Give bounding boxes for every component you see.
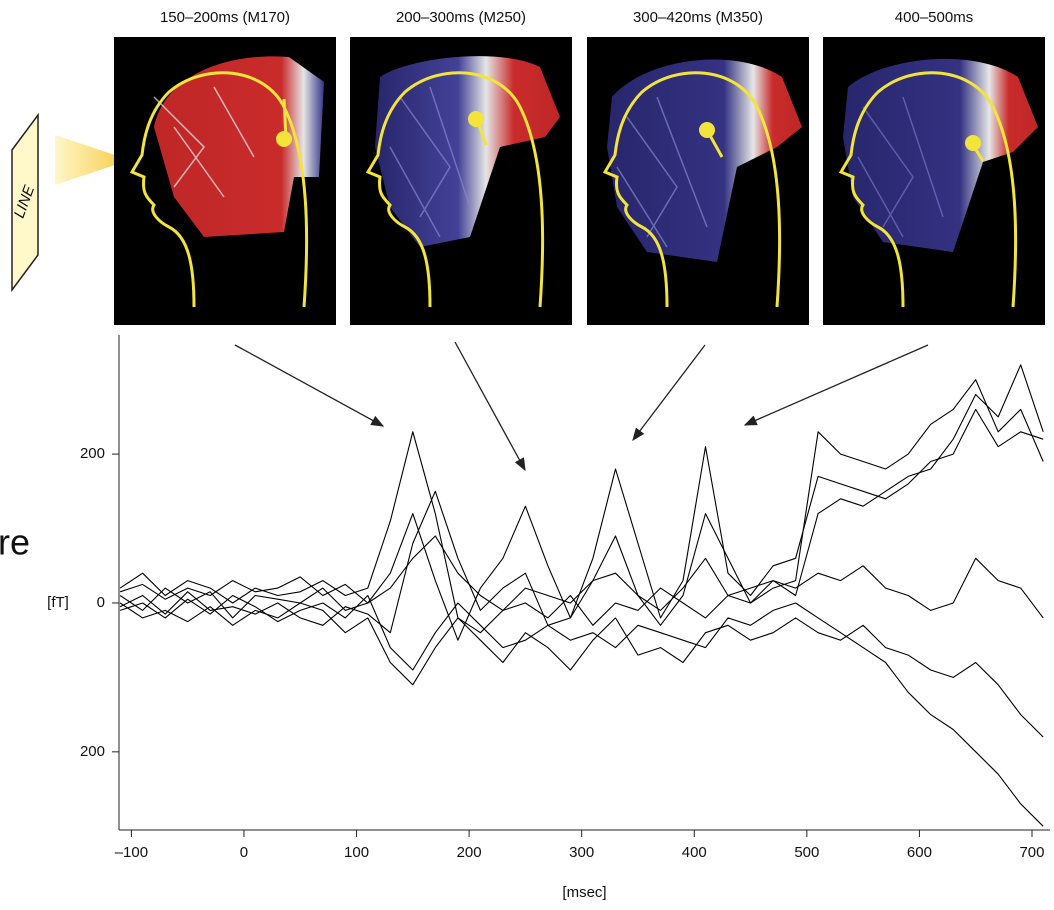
arrows <box>234 341 929 472</box>
x-tick-label: 400 <box>682 844 707 861</box>
y-axis-label: [fT] <box>47 594 69 611</box>
x-tick-label: 100 <box>344 844 369 861</box>
trace <box>119 408 1044 641</box>
y-tick-label: 200 <box>80 445 105 462</box>
x-tick-label: 300 <box>569 844 594 861</box>
stimulus: LINE <box>11 112 130 293</box>
x-tick-label: 500 <box>794 844 819 861</box>
head-map <box>587 37 809 325</box>
stimulus-beam <box>55 135 130 185</box>
x-tick-label: 700 <box>1019 844 1044 861</box>
x-tick-label: –100 <box>115 844 148 861</box>
y-tick-label: 0 <box>97 594 105 611</box>
panel-title: 300–420ms (M350) <box>633 9 763 26</box>
panel-title: 200–300ms (M250) <box>396 9 526 26</box>
side-text: re <box>0 522 30 563</box>
x-tick-label: 200 <box>457 844 482 861</box>
trace <box>119 535 1044 626</box>
panel-title: 400–500ms <box>895 9 973 26</box>
head-map <box>823 37 1045 325</box>
trace <box>119 379 1044 634</box>
panel-title: 150–200ms (M170) <box>160 9 290 26</box>
stimulus-card <box>11 112 39 293</box>
trace <box>119 364 1044 634</box>
plot-area: 200 0 200 –100 0 100 200 300 400 500 600 700 [msec] [… <box>47 335 1050 901</box>
y-tick-label: 200 <box>80 743 105 760</box>
head-map <box>114 37 336 325</box>
trace <box>119 602 1044 738</box>
x-axis-label: [msec] <box>562 884 606 901</box>
x-tick-label: 600 <box>907 844 932 861</box>
trace <box>119 594 1044 827</box>
head-map <box>350 37 572 325</box>
x-tick-label: 0 <box>240 844 248 861</box>
